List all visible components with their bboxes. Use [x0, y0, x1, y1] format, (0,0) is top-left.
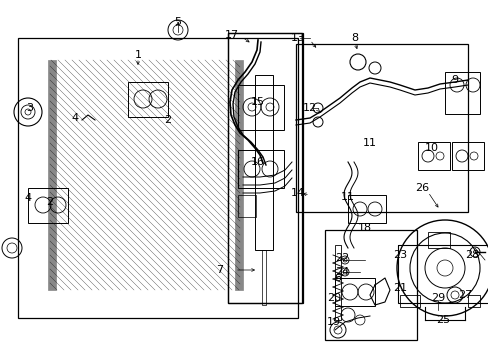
Bar	[227, 33, 303, 303]
Bar	[128, 82, 168, 117]
Bar	[48, 60, 56, 290]
Text: 29: 29	[430, 293, 444, 303]
Bar	[427, 232, 449, 248]
Text: 10: 10	[424, 143, 438, 153]
Bar	[399, 295, 419, 307]
Bar	[444, 72, 479, 114]
Text: 12: 12	[303, 103, 316, 113]
Bar	[235, 60, 243, 290]
Text: 11: 11	[340, 192, 354, 202]
Text: 15: 15	[250, 97, 264, 107]
Bar	[238, 85, 284, 130]
Text: 2: 2	[46, 197, 54, 207]
Bar	[347, 195, 385, 223]
Bar	[254, 75, 272, 250]
Text: 26: 26	[414, 183, 428, 193]
Text: 25: 25	[435, 315, 449, 325]
Text: 4: 4	[24, 193, 32, 203]
Text: 8: 8	[351, 33, 358, 43]
Text: 21: 21	[392, 283, 406, 293]
Text: 2: 2	[164, 115, 171, 125]
Text: 18: 18	[357, 223, 371, 233]
Text: 28: 28	[464, 250, 478, 260]
Text: 13: 13	[290, 33, 305, 43]
Bar	[334, 278, 374, 306]
Text: 20: 20	[326, 293, 340, 303]
Text: 16: 16	[250, 157, 264, 167]
Text: 1: 1	[134, 50, 141, 60]
Bar	[227, 33, 302, 303]
Text: 11: 11	[362, 138, 376, 148]
Bar	[295, 44, 467, 212]
Text: 19: 19	[326, 317, 340, 327]
Text: 22: 22	[334, 253, 348, 263]
Text: 6: 6	[334, 273, 341, 283]
Bar	[325, 230, 416, 340]
Text: 5: 5	[174, 17, 181, 27]
Bar	[451, 142, 483, 170]
Text: 7: 7	[216, 265, 223, 275]
Bar	[28, 188, 68, 223]
Text: 9: 9	[450, 75, 458, 85]
Bar	[238, 150, 284, 188]
Text: 4: 4	[71, 113, 79, 123]
Bar	[467, 295, 479, 307]
Bar	[238, 195, 256, 217]
Text: 24: 24	[334, 267, 348, 277]
Bar	[334, 245, 340, 320]
Bar	[18, 38, 297, 318]
Text: 14: 14	[290, 188, 305, 198]
Text: 3: 3	[26, 103, 34, 113]
Text: 27: 27	[457, 290, 471, 300]
Text: 23: 23	[392, 250, 406, 260]
Bar	[417, 142, 449, 170]
Bar	[262, 250, 265, 305]
Bar	[397, 245, 488, 303]
Text: 17: 17	[224, 30, 239, 40]
